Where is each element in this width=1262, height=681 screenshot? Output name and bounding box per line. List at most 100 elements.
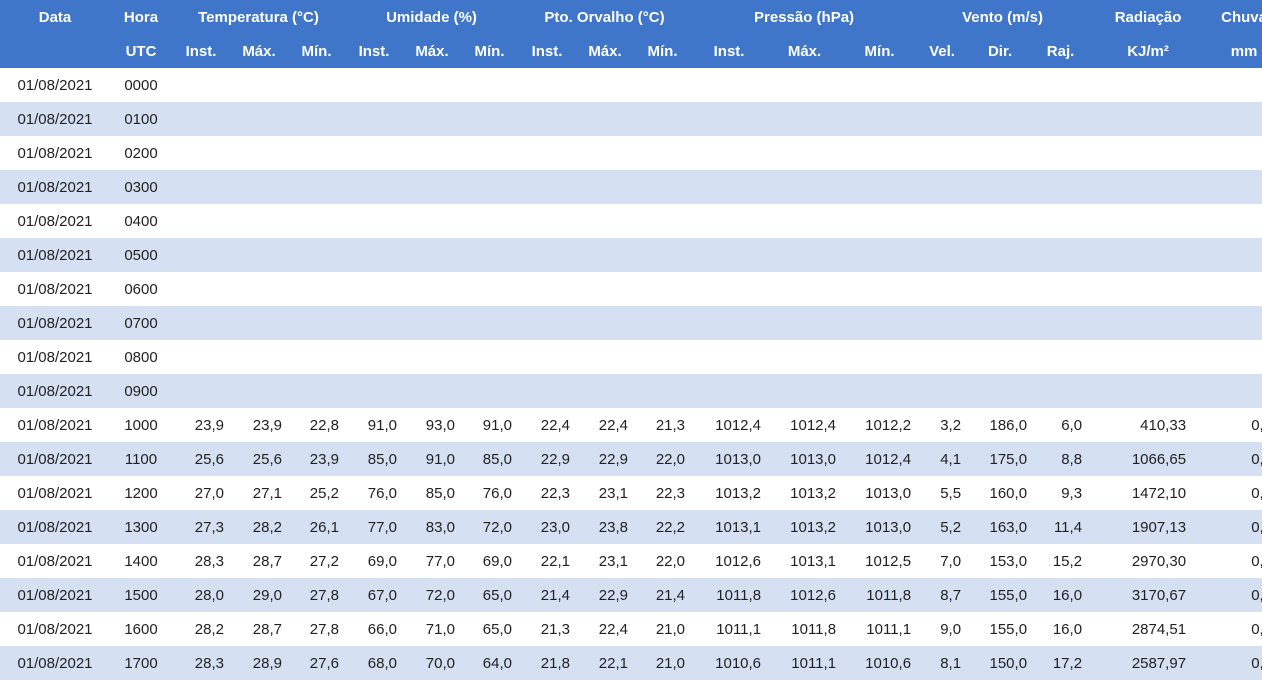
cell-umid-max [403, 136, 461, 170]
cell-orv-inst: 21,4 [518, 578, 576, 612]
cell-orv-min: 21,0 [634, 646, 692, 680]
cell-umid-inst [345, 204, 403, 238]
cell-data: 01/08/2021 [0, 408, 110, 442]
cell-orv-min: 22,2 [634, 510, 692, 544]
cell-umid-max [403, 272, 461, 306]
col-header-data: Data [0, 0, 110, 34]
table-row: 01/08/2021 0800 [0, 340, 1262, 374]
header-row-titles: Data Hora Temperatura (°C) Umidade (%) P… [0, 0, 1262, 34]
cell-chuva: 0,0 [1208, 612, 1262, 646]
cell-vento-vel: 8,7 [917, 578, 968, 612]
cell-vento-dir [967, 204, 1034, 238]
cell-orv-max: 22,9 [576, 442, 634, 476]
cell-pres-min [842, 238, 918, 272]
cell-pres-inst [691, 170, 768, 204]
cell-vento-vel: 4,1 [917, 442, 968, 476]
cell-hora: 1000 [110, 408, 172, 442]
subheader-pres-min: Mín. [842, 34, 918, 68]
cell-pres-min: 1012,5 [842, 544, 918, 578]
cell-hora: 1300 [110, 510, 172, 544]
cell-pres-inst [691, 272, 768, 306]
cell-pres-min: 1011,1 [842, 612, 918, 646]
cell-data: 01/08/2021 [0, 612, 110, 646]
cell-vento-vel [917, 272, 968, 306]
cell-temp-max [230, 136, 288, 170]
cell-temp-inst [172, 374, 230, 408]
cell-umid-inst [345, 238, 403, 272]
cell-temp-inst [172, 238, 230, 272]
cell-hora: 1200 [110, 476, 172, 510]
cell-umid-inst: 67,0 [345, 578, 403, 612]
cell-radiacao [1088, 170, 1209, 204]
cell-temp-min [288, 374, 345, 408]
cell-umid-min [461, 136, 518, 170]
cell-vento-raj [1033, 272, 1089, 306]
cell-radiacao [1088, 102, 1209, 136]
subheader-chuva-unit: mm [1208, 34, 1262, 68]
cell-temp-min [288, 170, 345, 204]
col-header-umidade: Umidade (%) [345, 0, 518, 34]
cell-data: 01/08/2021 [0, 68, 110, 102]
cell-temp-max [230, 340, 288, 374]
cell-umid-inst [345, 170, 403, 204]
cell-vento-raj [1033, 68, 1089, 102]
cell-vento-raj: 6,0 [1033, 408, 1089, 442]
subheader-umid-min: Mín. [461, 34, 518, 68]
cell-vento-vel: 5,5 [917, 476, 968, 510]
cell-orv-inst: 22,4 [518, 408, 576, 442]
cell-pres-max [767, 374, 843, 408]
table-row: 01/08/2021 0200 [0, 136, 1262, 170]
cell-orv-min: 21,3 [634, 408, 692, 442]
cell-pres-min [842, 272, 918, 306]
cell-orv-max: 22,4 [576, 612, 634, 646]
cell-pres-min: 1012,2 [842, 408, 918, 442]
cell-hora: 0600 [110, 272, 172, 306]
cell-radiacao: 1472,10 [1088, 476, 1209, 510]
cell-umid-min [461, 170, 518, 204]
cell-temp-max [230, 306, 288, 340]
subheader-hora-utc: UTC [110, 34, 172, 68]
cell-orv-inst: 22,1 [518, 544, 576, 578]
cell-orv-max [576, 136, 634, 170]
cell-umid-inst: 68,0 [345, 646, 403, 680]
cell-umid-max [403, 204, 461, 238]
cell-vento-dir [967, 238, 1034, 272]
cell-chuva [1208, 102, 1262, 136]
cell-orv-inst: 23,0 [518, 510, 576, 544]
cell-temp-max [230, 204, 288, 238]
cell-orv-max: 23,1 [576, 544, 634, 578]
cell-data: 01/08/2021 [0, 136, 110, 170]
table-row: 01/08/2021 0300 [0, 170, 1262, 204]
cell-data: 01/08/2021 [0, 272, 110, 306]
table-row: 01/08/2021 0600 [0, 272, 1262, 306]
cell-temp-max: 25,6 [230, 442, 288, 476]
cell-temp-min: 27,2 [288, 544, 345, 578]
cell-vento-vel: 9,0 [917, 612, 968, 646]
cell-temp-min [288, 272, 345, 306]
cell-temp-inst [172, 170, 230, 204]
cell-chuva [1208, 204, 1262, 238]
cell-orv-max [576, 170, 634, 204]
cell-pres-max: 1012,4 [767, 408, 843, 442]
cell-orv-min [634, 340, 692, 374]
cell-vento-vel: 3,2 [917, 408, 968, 442]
cell-orv-min: 22,3 [634, 476, 692, 510]
cell-temp-inst: 28,3 [172, 646, 230, 680]
cell-pres-max: 1013,1 [767, 544, 843, 578]
cell-data: 01/08/2021 [0, 374, 110, 408]
cell-pres-max: 1011,1 [767, 646, 843, 680]
cell-orv-max: 23,8 [576, 510, 634, 544]
cell-vento-dir [967, 170, 1034, 204]
cell-radiacao [1088, 374, 1209, 408]
cell-orv-inst [518, 306, 576, 340]
col-header-pressao: Pressão (hPa) [691, 0, 918, 34]
cell-vento-raj [1033, 340, 1089, 374]
cell-pres-min: 1011,8 [842, 578, 918, 612]
subheader-vento-vel: Vel. [917, 34, 968, 68]
cell-temp-min [288, 340, 345, 374]
cell-temp-inst [172, 102, 230, 136]
cell-temp-max: 28,9 [230, 646, 288, 680]
cell-vento-vel [917, 306, 968, 340]
cell-pres-max: 1011,8 [767, 612, 843, 646]
